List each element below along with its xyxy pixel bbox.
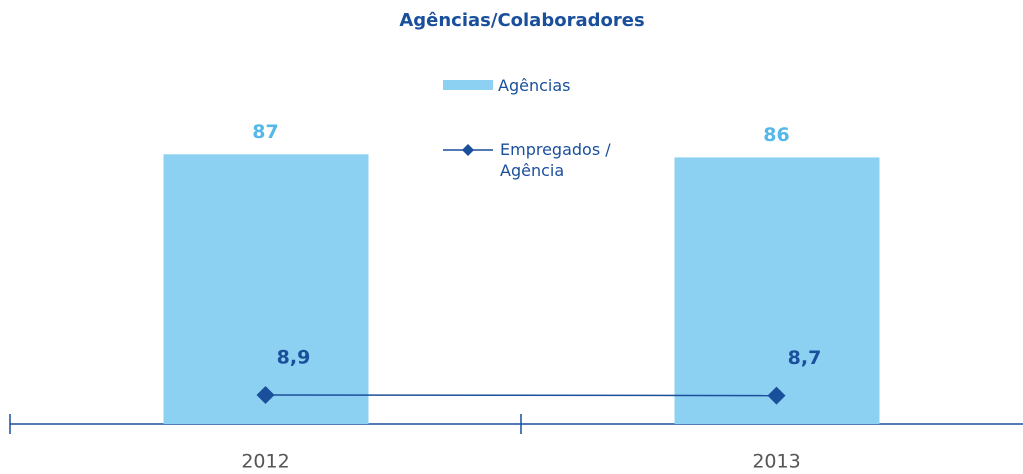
legend-label: Empregados / Agência [500,140,611,180]
data-label: 8,9 [277,346,311,368]
legend-label: Agências [498,76,571,95]
line-marker [256,385,275,404]
x-tick-label: 2013 [752,451,800,473]
line [265,394,777,397]
legend-marker [462,144,474,156]
bar [674,157,880,424]
data-label: 87 [252,121,278,143]
line-marker [767,386,786,405]
data-label: 86 [763,124,789,146]
data-label: 8,7 [788,347,822,369]
bar [163,154,369,425]
x-tick-label: 2012 [241,451,289,473]
chart-title: Agências/Colaboradores [399,10,644,31]
legend-swatch-bar [443,80,493,90]
